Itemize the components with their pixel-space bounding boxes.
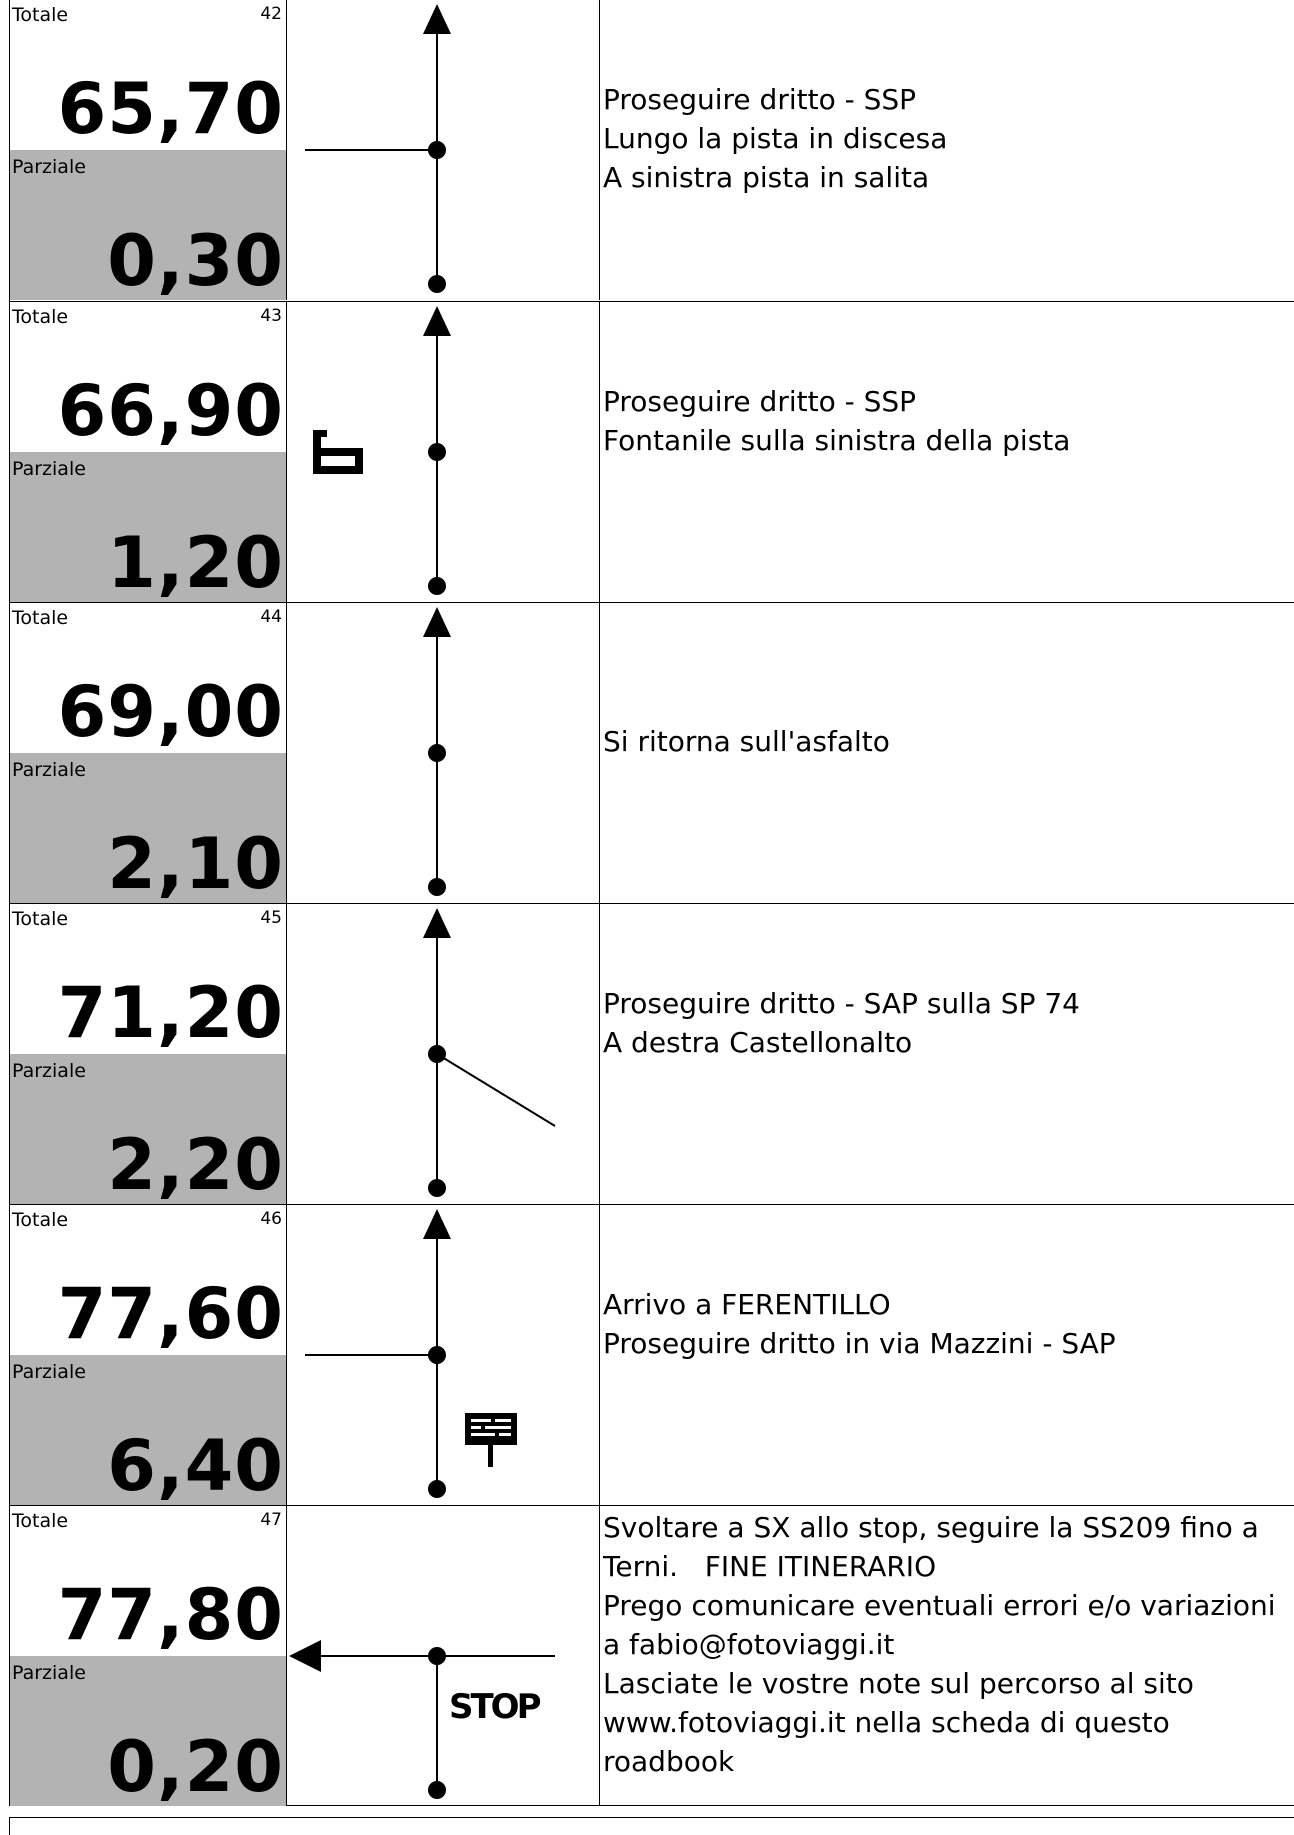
direction-arrow-icon: [423, 607, 451, 637]
direction-arrow-icon: [423, 1209, 451, 1239]
roadbook-row: Totale 46 77,60 Parziale 6,40: [9, 1204, 1294, 1505]
route-diagram: [287, 0, 600, 300]
instruction-cell: Svoltare a SX allo stop, seguire la SS20…: [601, 1506, 1291, 1806]
instruction-line: Prego comunicare eventuali errori e/o va…: [603, 1586, 1276, 1625]
route-diagram: STOP: [287, 1506, 600, 1806]
instruction-cell: Proseguire dritto - SAP sulla SP 74 A de…: [601, 904, 1291, 1204]
totale-value: 77,60: [58, 1279, 284, 1349]
junction-dot: [428, 141, 446, 159]
junction-dot: [428, 443, 446, 461]
instruction-line: Proseguire dritto - SSP: [603, 382, 1070, 421]
junction-dot: [428, 1045, 446, 1063]
distance-cell: Totale 42 65,70 Parziale 0,30: [10, 0, 287, 300]
parziale-value: 1,20: [107, 528, 284, 598]
parziale-label: Parziale: [12, 1361, 86, 1383]
totale-label: Totale: [12, 1510, 68, 1532]
parziale-value: 0,20: [107, 1732, 284, 1802]
roadbook-row: Totale 43 66,90 Parziale 1,20: [9, 301, 1294, 602]
instruction-line: a fabio@fotoviaggi.it: [603, 1625, 1276, 1664]
roadbook-table: Totale 42 65,70 Parziale 0,30 Proseguire…: [9, 0, 1294, 1806]
instruction-line: Arrivo a FERENTILLO: [603, 1285, 1116, 1324]
table-left-border: [9, 1817, 10, 1835]
direction-arrow-icon: [423, 908, 451, 938]
start-dot: [428, 1781, 446, 1799]
start-dot: [428, 1480, 446, 1498]
start-dot: [428, 878, 446, 896]
totale-label: Totale: [12, 908, 68, 930]
instruction-line: Proseguire dritto in via Mazzini - SAP: [603, 1324, 1116, 1363]
direction-arrow-icon: [423, 4, 451, 34]
roadbook-row: Totale 44 69,00 Parziale 2,10 Si ritorna…: [9, 602, 1294, 903]
row-index: 46: [260, 1209, 282, 1229]
town-sign-icon: [465, 1413, 517, 1467]
parziale-label: Parziale: [12, 759, 86, 781]
parziale-value: 2,20: [107, 1130, 284, 1200]
row-index: 47: [260, 1510, 282, 1530]
instruction-line: Proseguire dritto - SSP: [603, 80, 947, 119]
row-index: 45: [260, 908, 282, 928]
distance-cell: Totale 47 77,80 Parziale 0,20: [10, 1506, 287, 1806]
instruction-line: Lungo la pista in discesa: [603, 119, 947, 158]
totale-value: 71,20: [58, 978, 284, 1048]
instruction-line: A destra Castellonalto: [603, 1023, 1080, 1062]
start-dot: [428, 275, 446, 293]
parziale-label: Parziale: [12, 156, 86, 178]
instruction-line: www.fotoviaggi.it nella scheda di questo: [603, 1703, 1276, 1742]
roadbook-row: Totale 45 71,20 Parziale 2,20 Proseguire…: [9, 903, 1294, 1204]
instruction-line: Lasciate le vostre note sul percorso al …: [603, 1664, 1276, 1703]
direction-arrow-icon: [423, 306, 451, 336]
instruction-cell: Arrivo a FERENTILLO Proseguire dritto in…: [601, 1205, 1291, 1505]
left-turn-arrow-icon: [289, 1640, 321, 1672]
junction-dot: [428, 744, 446, 762]
parziale-label: Parziale: [12, 1060, 86, 1082]
instruction-cell: Si ritorna sull'asfalto: [601, 603, 1291, 903]
instruction-line: Svoltare a SX allo stop, seguire la SS20…: [603, 1508, 1276, 1547]
distance-cell: Totale 46 77,60 Parziale 6,40: [10, 1205, 287, 1505]
instruction-line: Si ritorna sull'asfalto: [603, 722, 890, 761]
instruction-cell: Proseguire dritto - SSP Lungo la pista i…: [601, 0, 1291, 300]
distance-cell: Totale 44 69,00 Parziale 2,10: [10, 603, 287, 903]
row-index: 44: [260, 607, 282, 627]
route-diagram: [287, 302, 600, 602]
totale-label: Totale: [12, 4, 68, 26]
parziale-label: Parziale: [12, 458, 86, 480]
start-dot: [428, 1179, 446, 1197]
totale-label: Totale: [12, 1209, 68, 1231]
table-bottom-border: [9, 1817, 1294, 1818]
totale-label: Totale: [12, 306, 68, 328]
parziale-value: 6,40: [107, 1431, 284, 1501]
row-index: 43: [260, 306, 282, 326]
totale-value: 77,80: [58, 1580, 284, 1650]
start-dot: [428, 577, 446, 595]
parziale-value: 2,10: [107, 829, 284, 899]
fountain-icon: [313, 430, 363, 474]
stop-sign-icon: STOP: [449, 1687, 541, 1727]
junction-dot: [428, 1647, 446, 1665]
distance-cell: Totale 43 66,90 Parziale 1,20: [10, 302, 287, 602]
route-diagram: [287, 1205, 600, 1505]
totale-label: Totale: [12, 607, 68, 629]
instruction-line: roadbook: [603, 1742, 1276, 1781]
instruction-line: Proseguire dritto - SAP sulla SP 74: [603, 984, 1080, 1023]
route-diagram: [287, 603, 600, 903]
junction-dot: [428, 1346, 446, 1364]
instruction-line: Terni. FINE ITINERARIO: [603, 1547, 1276, 1586]
instruction-cell: Proseguire dritto - SSP Fontanile sulla …: [601, 302, 1291, 602]
svg-text:STOP: STOP: [449, 1687, 541, 1727]
roadbook-row: Totale 47 77,80 Parziale 0,20 STOP: [9, 1505, 1294, 1806]
totale-value: 65,70: [58, 74, 284, 144]
roadbook-row: Totale 42 65,70 Parziale 0,30 Proseguire…: [9, 0, 1294, 301]
instruction-line: A sinistra pista in salita: [603, 158, 947, 197]
parziale-value: 0,30: [107, 226, 284, 296]
route-diagram: [287, 904, 600, 1204]
instruction-line: Fontanile sulla sinistra della pista: [603, 421, 1070, 460]
side-road-right: [437, 1054, 555, 1126]
totale-value: 69,00: [58, 677, 284, 747]
distance-cell: Totale 45 71,20 Parziale 2,20: [10, 904, 287, 1204]
row-index: 42: [260, 4, 282, 24]
parziale-label: Parziale: [12, 1662, 86, 1684]
totale-value: 66,90: [58, 376, 284, 446]
